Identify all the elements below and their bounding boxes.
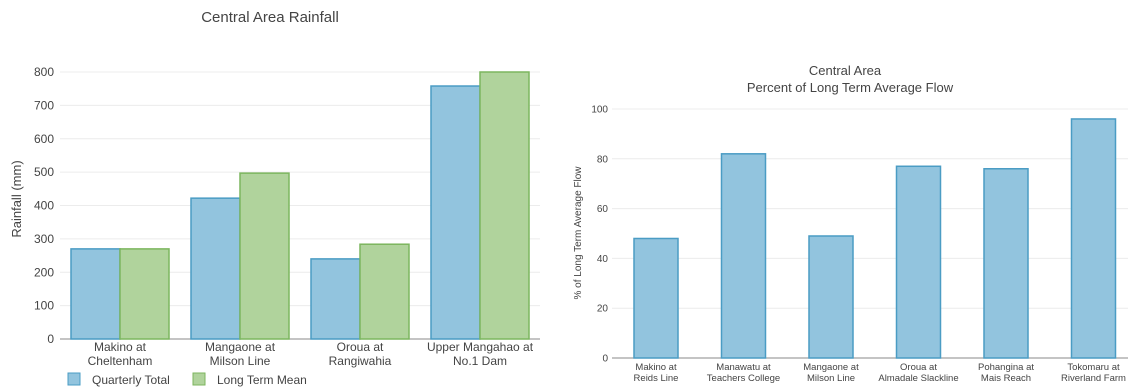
rainfall-y-tick: 300: [34, 232, 54, 246]
rainfall-category-label: Mangaone at: [205, 340, 276, 354]
legend-swatch: [192, 372, 206, 386]
rainfall-bar: [239, 172, 290, 340]
flow-bar: [983, 168, 1029, 359]
rainfall-category-label: Oroua at: [337, 340, 384, 354]
flow-bar: [633, 237, 679, 359]
flow-category-label: Milson Line: [807, 373, 855, 384]
rainfall-category-label: Rangiwahia: [329, 354, 392, 368]
flow-category-label: Teachers College: [707, 373, 780, 384]
flow-y-tick: 20: [597, 304, 609, 315]
rainfall-bar: [359, 243, 410, 340]
flow-bar: [720, 153, 767, 359]
rainfall-category-label: Cheltenham: [88, 354, 153, 368]
flow-y-axis-label: % of Long Term Average Flow: [573, 166, 584, 300]
rainfall-category-label: Milson Line: [210, 354, 271, 368]
rainfall-y-axis-label: Rainfall (mm): [9, 160, 24, 237]
legend-swatch: [67, 372, 81, 386]
rainfall-bar: [430, 85, 481, 340]
flow-category-label: Tokomaru at: [1067, 362, 1120, 373]
rainfall-bar: [479, 71, 530, 340]
rainfall-legend: Quarterly Total Long Term Mean: [67, 372, 307, 387]
flow-y-tick: 100: [591, 105, 608, 116]
flow-category-label: Makino at: [635, 362, 677, 373]
rainfall-bar: [70, 248, 121, 340]
rainfall-bar: [119, 248, 170, 340]
rainfall-bar: [310, 258, 361, 340]
flow-category-label: Reids Line: [634, 373, 679, 384]
rainfall-y-tick: 100: [34, 299, 54, 313]
flow-category-label: Manawatu at: [716, 362, 771, 373]
rainfall-bar: [190, 197, 241, 340]
flow-chart-title-line-1: Central Area: [809, 63, 882, 78]
rainfall-y-tick: 600: [34, 132, 54, 146]
rainfall-category-label: No.1 Dam: [453, 354, 507, 368]
flow-category-label: Almadale Slackline: [878, 373, 958, 384]
flow-bar: [895, 165, 942, 359]
flow-chart: Central Area Percent of Long Term Averag…: [573, 63, 1128, 384]
legend-label: Quarterly Total: [92, 373, 170, 387]
rainfall-y-tick: 700: [34, 98, 54, 112]
flow-category-label: Mais Reach: [981, 373, 1031, 384]
rainfall-y-tick: 0: [47, 332, 54, 346]
flow-category-label: Oroua at: [900, 362, 937, 373]
flow-y-tick: 60: [597, 204, 609, 215]
legend-label: Long Term Mean: [217, 373, 307, 387]
rainfall-chart: Central Area Rainfall Rainfall (mm) 0 100…: [9, 9, 540, 387]
flow-bar: [1070, 118, 1117, 359]
flow-y-tick: 80: [597, 154, 609, 165]
flow-y-tick: 0: [602, 354, 608, 365]
rainfall-category-label: Upper Mangahao at: [427, 340, 534, 354]
rainfall-y-tick: 200: [34, 265, 54, 279]
flow-category-label: Pohangina at: [978, 362, 1034, 373]
rainfall-category-label: Makino at: [94, 340, 147, 354]
rainfall-y-tick: 800: [34, 65, 54, 79]
flow-category-label: Mangaone at: [803, 362, 859, 373]
flow-category-label: Riverland Farm: [1061, 373, 1126, 384]
rainfall-y-tick: 400: [34, 199, 54, 213]
flow-chart-title-line-2: Percent of Long Term Average Flow: [747, 80, 954, 95]
flow-y-tick: 40: [597, 254, 609, 265]
flow-bar: [808, 235, 854, 359]
rainfall-chart-title: Central Area Rainfall: [201, 9, 339, 26]
rainfall-y-tick: 500: [34, 165, 54, 179]
